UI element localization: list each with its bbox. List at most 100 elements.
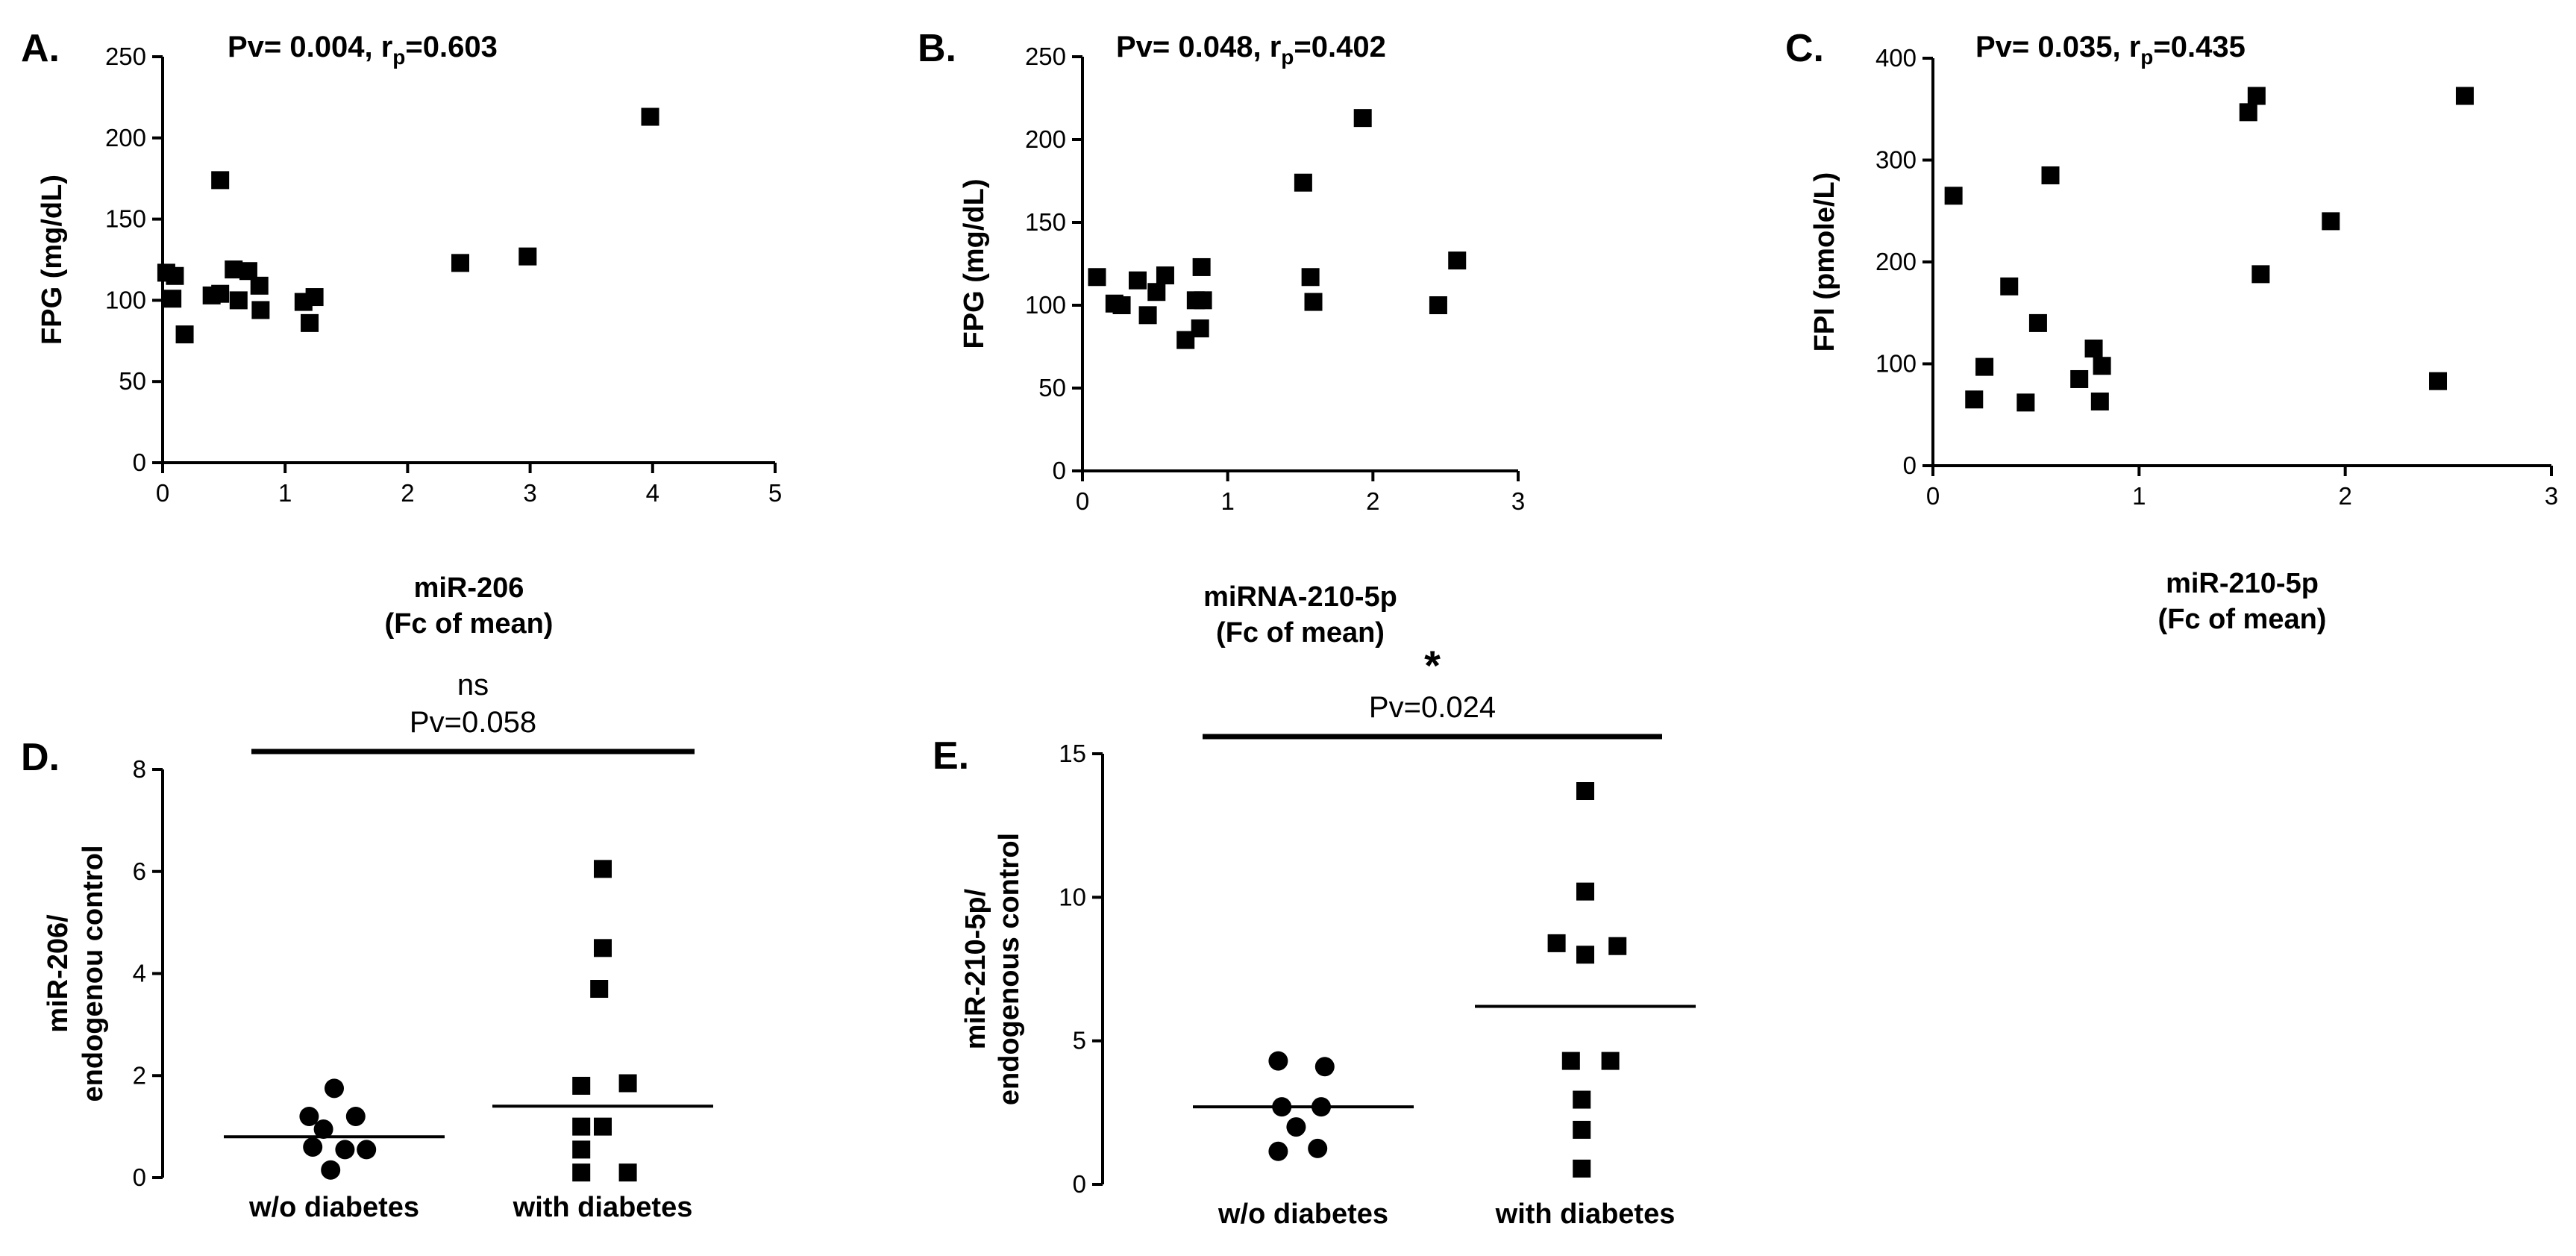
data-point <box>2429 372 2448 390</box>
panel-letter: C. <box>1785 27 1824 70</box>
stats-annotation: Pv= 0.048, rp=0.402 <box>1116 31 1386 69</box>
panel-e: E. 0 5 10 15 miR-210-5p/endogenous control w/o… <box>933 642 1696 1230</box>
x-axis-label: (Fc of mean) <box>385 608 554 640</box>
y-tick-label: 400 <box>1875 44 1917 72</box>
data-point <box>325 1078 344 1099</box>
data-point <box>2247 87 2266 105</box>
data-point <box>345 1106 366 1126</box>
data-point <box>1301 268 1320 287</box>
data-point <box>1573 1090 1591 1109</box>
y-axis-label: FPG (mg/dL) <box>37 175 68 345</box>
y-tick-label: 250 <box>105 43 146 70</box>
x-tick-label: 2 <box>1366 487 1379 515</box>
y-tick-label: 50 <box>119 367 146 395</box>
y-axis-label: FPG (mg/dL) <box>959 179 990 349</box>
data-point <box>1088 268 1106 287</box>
data-point <box>1573 1159 1591 1178</box>
stats-annotation-r: =0.402 <box>1294 31 1385 63</box>
data-point <box>1314 1057 1335 1077</box>
data-point <box>1192 257 1211 276</box>
category-label: w/o diabetes <box>248 1192 419 1223</box>
data-point <box>594 1117 612 1136</box>
y-tick-label: 0 <box>133 449 146 476</box>
x-axis-label: miRNA-210-5p <box>1203 581 1397 613</box>
x-tick-label: 3 <box>1511 487 1525 515</box>
panel-d: D. 0 2 4 6 8 miR-206/endogenou control w/o diab… <box>21 669 713 1223</box>
y-tick-label: 2 <box>133 1061 146 1089</box>
data-point <box>305 288 324 307</box>
data-point <box>1965 390 1984 409</box>
y-tick-label: 6 <box>133 857 146 885</box>
significance-label: ns <box>457 669 489 702</box>
data-point <box>1311 1097 1331 1117</box>
data-point <box>572 1140 591 1159</box>
data-point <box>1112 296 1131 314</box>
x-axis-label: miR-210-5p <box>2166 568 2319 599</box>
x-tick-label: 3 <box>523 479 536 507</box>
y-tick-label: 50 <box>1038 374 1066 402</box>
y-tick-label: 100 <box>1875 350 1917 378</box>
x-tick-label: 2 <box>2338 482 2351 510</box>
data-point <box>1576 782 1594 801</box>
data-point <box>1429 296 1447 314</box>
stats-annotation-main: Pv= 0.004, r <box>228 31 392 63</box>
panel-letter: B. <box>918 27 956 70</box>
data-point <box>2016 393 2035 412</box>
data-point <box>2084 340 2103 358</box>
panel-letter: E. <box>933 734 969 778</box>
data-point <box>251 301 270 319</box>
data-point <box>303 1137 323 1157</box>
data-point <box>1272 1097 1292 1117</box>
data-point <box>1268 1051 1288 1071</box>
y-tick-label: 8 <box>133 755 146 783</box>
data-point <box>1156 266 1174 285</box>
data-point <box>1294 173 1312 192</box>
data-point <box>163 290 182 308</box>
y-tick-label: 150 <box>105 205 146 233</box>
data-point <box>1304 293 1323 311</box>
panel-letter: D. <box>21 736 60 779</box>
data-point <box>2041 166 2060 184</box>
data-point <box>590 980 609 999</box>
x-tick-label: 1 <box>278 479 292 507</box>
data-point <box>1576 946 1594 964</box>
data-point <box>2322 212 2340 231</box>
data-point <box>572 1117 591 1136</box>
data-point <box>2239 103 2257 122</box>
data-point <box>1147 283 1166 301</box>
x-tick-label: 0 <box>1076 487 1089 515</box>
y-axis-label: FPI (pmole/L) <box>1809 172 1840 352</box>
stats-annotation-r: =0.603 <box>405 31 497 63</box>
data-point <box>1191 319 1209 338</box>
data-point <box>618 1074 637 1093</box>
data-point <box>1128 271 1147 290</box>
data-point <box>313 1119 333 1140</box>
panel-a: A. 0 50 100 150 200 250 0 1 2 3 4 5 miR-206 (Fc of mea… <box>21 27 782 640</box>
data-point <box>1944 187 1963 205</box>
significance-pvalue: Pv=0.024 <box>1369 691 1496 724</box>
x-tick-label: 0 <box>1926 482 1940 510</box>
panel-b: B. 0 50 100 150 200 250 0 1 2 3 miRNA-210-5p (Fc of … <box>918 27 1525 649</box>
data-point <box>357 1140 377 1160</box>
y-tick-label: 200 <box>1025 125 1066 153</box>
x-axis-label: miR-206 <box>414 572 524 604</box>
x-tick-label: 2 <box>401 479 414 507</box>
x-tick-label: 1 <box>1220 487 1234 515</box>
x-tick-label: 0 <box>156 479 169 507</box>
y-tick-label: 10 <box>1059 883 1086 910</box>
data-point <box>1975 357 1994 376</box>
data-point <box>2455 87 2474 105</box>
y-tick-label: 100 <box>105 286 146 313</box>
significance-pvalue: Pv=0.058 <box>410 706 536 739</box>
y-tick-label: 0 <box>1903 452 1917 479</box>
x-axis-label: (Fc of mean) <box>1216 617 1385 649</box>
panel-letter: A. <box>21 27 60 70</box>
data-point <box>1353 109 1372 128</box>
data-point <box>175 325 194 344</box>
data-point <box>2028 313 2047 332</box>
data-point <box>1194 291 1212 310</box>
data-point <box>250 276 269 295</box>
data-point <box>229 291 248 310</box>
y-tick-label: 4 <box>133 960 146 987</box>
data-point <box>166 266 184 285</box>
